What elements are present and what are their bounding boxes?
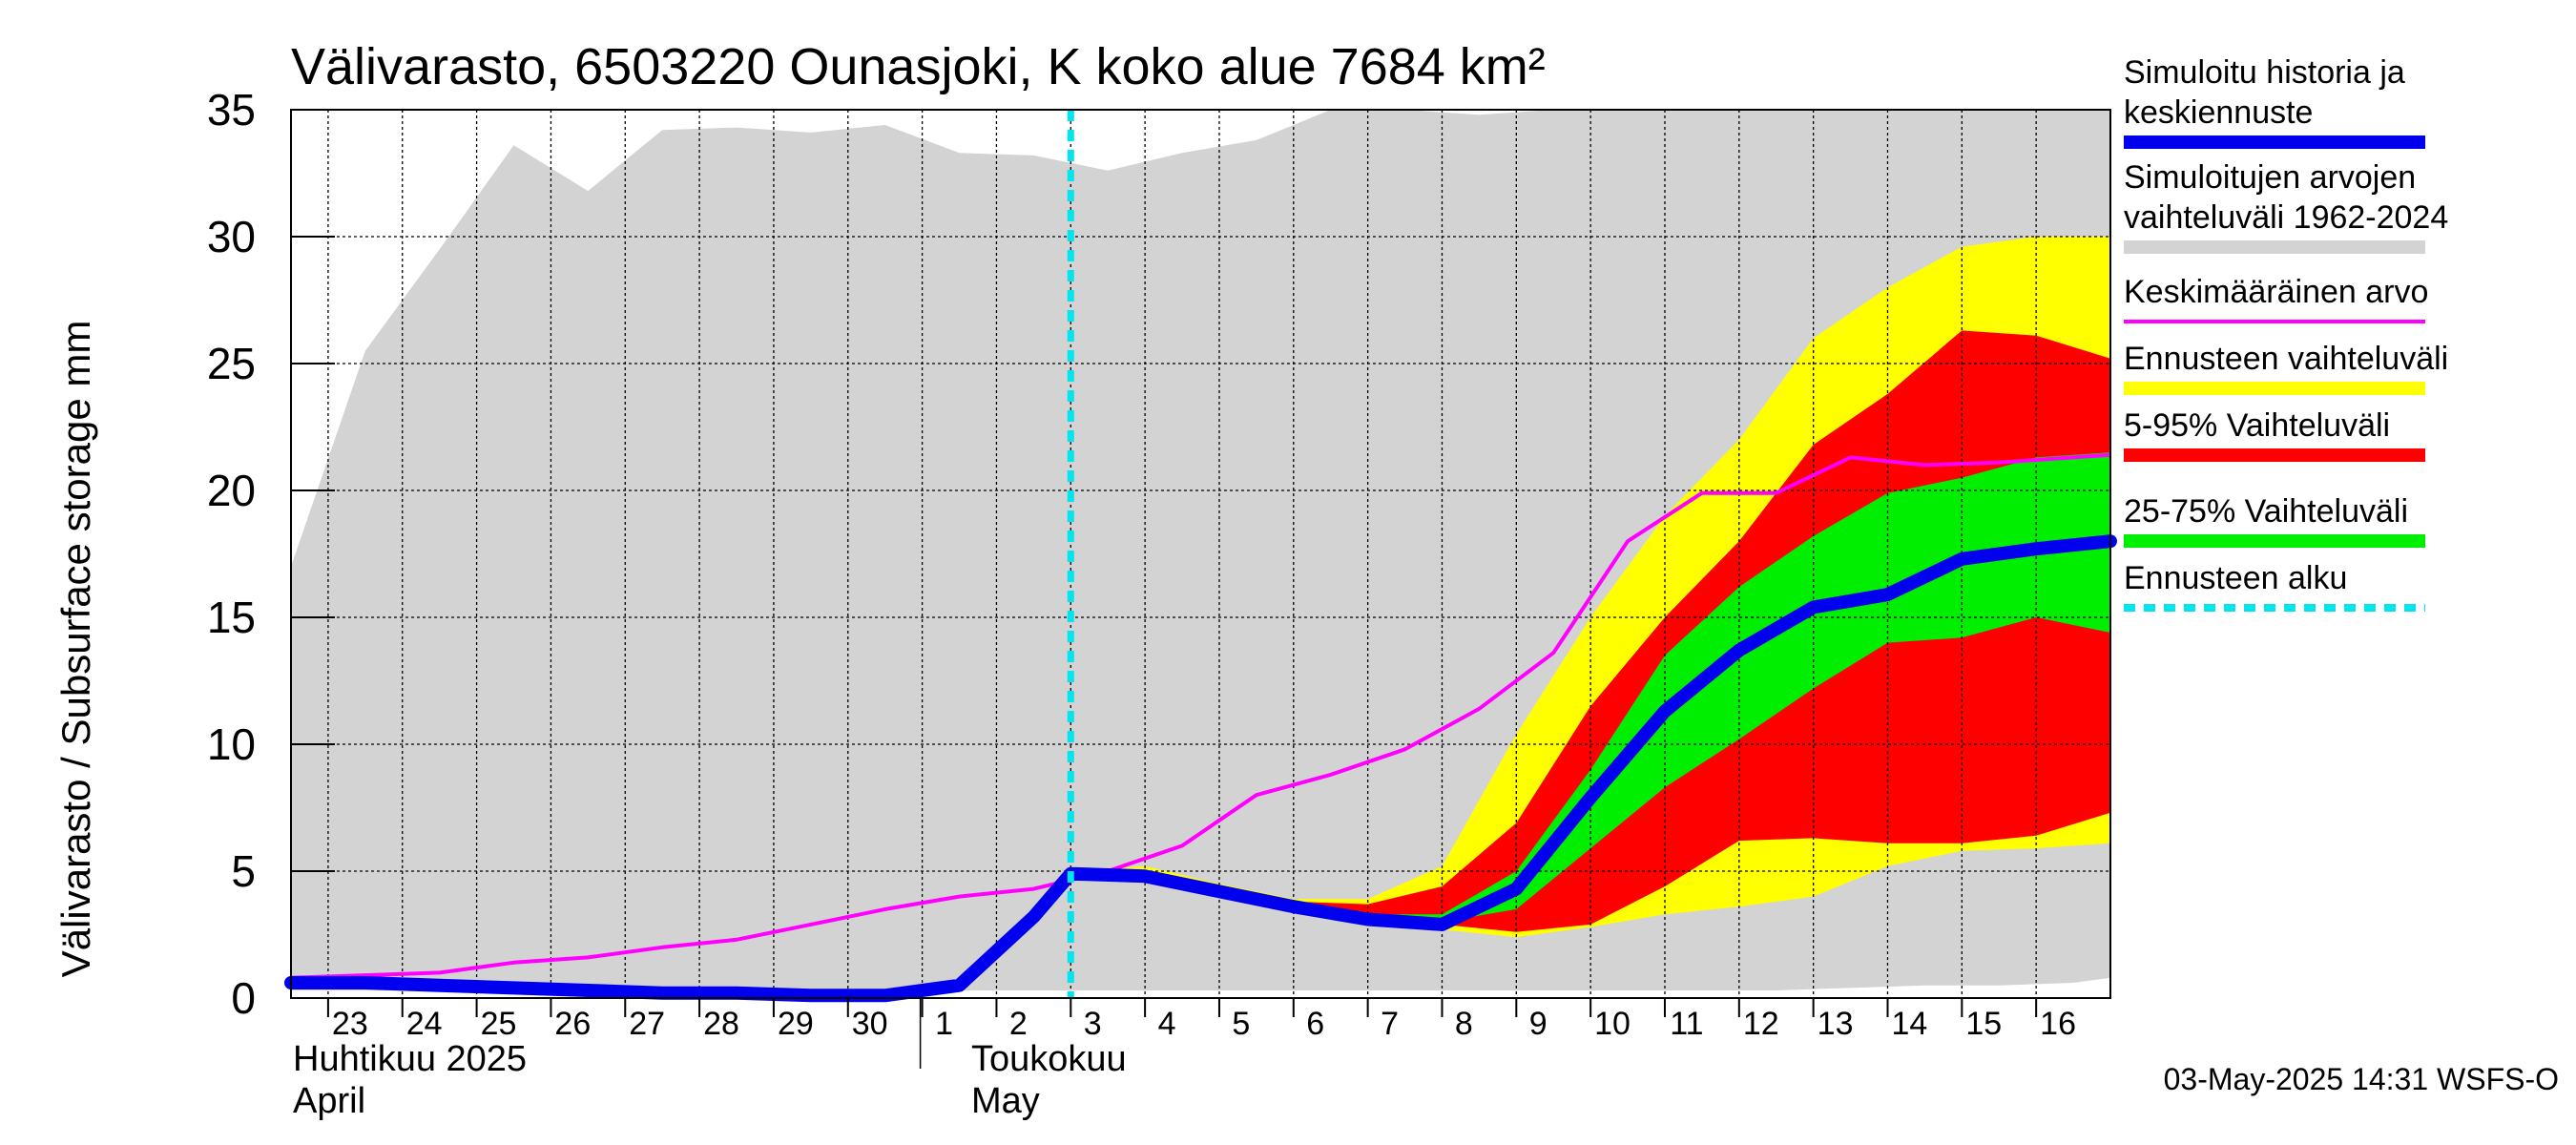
x-tick-label: 9 <box>1529 1006 1548 1042</box>
legend-label: Keskimääräinen arvo <box>2124 274 2428 310</box>
month-label-fi: Toukokuu <box>971 1039 1127 1079</box>
legend-label: 5-95% Vaihteluväli <box>2124 407 2390 444</box>
x-tick-label: 24 <box>406 1006 443 1042</box>
y-axis-label-group: Välivarasto / Subsurface storage mm <box>53 321 98 978</box>
grid <box>291 109 2110 999</box>
x-tick-label: 5 <box>1232 1006 1250 1042</box>
month-label-fi: Huhtikuu 2025 <box>293 1039 527 1079</box>
x-tick-label: 1 <box>935 1006 953 1042</box>
x-tick-label: 12 <box>1743 1006 1779 1042</box>
x-tick-label: 15 <box>1965 1006 2002 1042</box>
x-tick-label: 7 <box>1381 1006 1399 1042</box>
x-tick-label: 30 <box>852 1006 888 1042</box>
y-tick-label: 20 <box>207 466 256 515</box>
y-tick-label: 0 <box>231 973 256 1023</box>
y-tick-label: 5 <box>231 846 256 896</box>
x-tick-label: 2 <box>1009 1006 1028 1042</box>
x-tick-label: 13 <box>1818 1006 1854 1042</box>
legend-label: vaihteluväli 1962-2024 <box>2124 199 2448 236</box>
x-tick-label: 10 <box>1594 1006 1631 1042</box>
x-tick-label: 8 <box>1455 1006 1473 1042</box>
legend-label: Simuloitu historia ja <box>2124 54 2405 91</box>
month-label-en: April <box>293 1081 365 1121</box>
legend-item: 5-95% Vaihteluväli <box>2124 407 2425 462</box>
x-tick-label: 3 <box>1084 1006 1102 1042</box>
y-tick-label: 25 <box>207 339 256 388</box>
legend-item: Keskimääräinen arvo <box>2124 274 2428 323</box>
legend-item: Ennusteen alku <box>2124 560 2425 612</box>
chart-title: Välivarasto, 6503220 Ounasjoki, K koko a… <box>291 38 1546 95</box>
x-tick-label: 25 <box>481 1006 517 1042</box>
legend-item: 25-75% Vaihteluväli <box>2124 493 2425 548</box>
x-tick-label: 16 <box>2040 1006 2076 1042</box>
y-axis-label: Välivarasto / Subsurface storage mm <box>53 321 98 978</box>
y-tick-label: 35 <box>207 85 256 135</box>
legend-item: Ennusteen vaihteluväli <box>2124 341 2448 395</box>
x-tick-label: 29 <box>778 1006 814 1042</box>
month-label-en: May <box>971 1081 1040 1121</box>
x-tick-label: 27 <box>629 1006 665 1042</box>
y-tick-label: 15 <box>207 593 256 642</box>
y-tick-label: 30 <box>207 212 256 261</box>
x-tick-label: 4 <box>1158 1006 1176 1042</box>
band-5-95 <box>1070 330 2110 932</box>
legend-label: keskiennuste <box>2124 94 2313 131</box>
legend-label: Simuloitujen arvojen <box>2124 159 2416 196</box>
x-tick-label: 11 <box>1670 1006 1703 1042</box>
y-tick-label: 10 <box>207 719 256 769</box>
legend-label: Ennusteen alku <box>2124 560 2347 596</box>
legend: Simuloitu historia jakeskiennusteSimuloi… <box>2124 54 2448 612</box>
mean-line <box>290 452 2111 980</box>
band-25-75 <box>1070 452 2110 923</box>
x-tick-label: 28 <box>703 1006 739 1042</box>
x-tick-label: 6 <box>1306 1006 1324 1042</box>
plot-frame <box>290 109 2111 999</box>
x-tick-label: 14 <box>1891 1006 1927 1042</box>
x-tick-label: 23 <box>332 1006 368 1042</box>
legend-label: 25-75% Vaihteluväli <box>2124 493 2408 530</box>
simulated-median-line <box>284 534 2117 1003</box>
footer-timestamp: 03-May-2025 14:31 WSFS-O <box>2164 1062 2559 1096</box>
legend-label: Ennusteen vaihteluväli <box>2124 341 2448 377</box>
x-tick-label: 26 <box>554 1006 591 1042</box>
